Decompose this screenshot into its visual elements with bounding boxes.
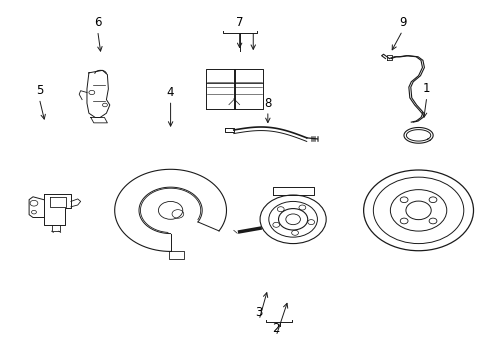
Text: 3: 3 <box>255 306 262 319</box>
Text: 9: 9 <box>398 16 406 29</box>
Text: 7: 7 <box>235 16 243 29</box>
Text: 4: 4 <box>166 86 174 99</box>
Text: 6: 6 <box>94 16 101 29</box>
Text: 8: 8 <box>264 97 271 110</box>
Text: 5: 5 <box>36 84 43 97</box>
Text: 2: 2 <box>272 322 279 335</box>
Text: 1: 1 <box>422 82 430 95</box>
